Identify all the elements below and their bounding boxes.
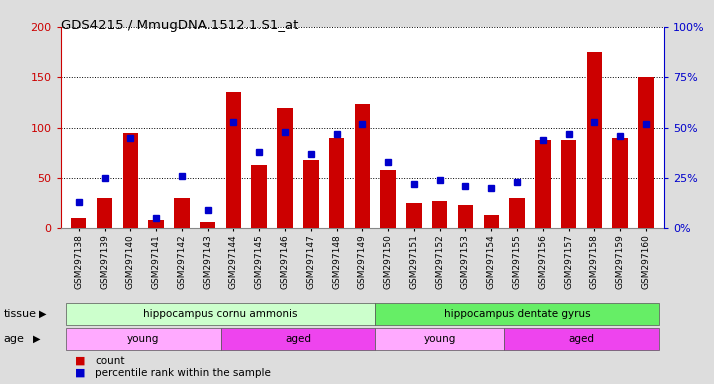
Bar <box>381 170 396 228</box>
Bar <box>483 215 499 228</box>
Bar <box>355 104 370 228</box>
Bar <box>509 198 525 228</box>
Bar <box>638 77 654 228</box>
Text: count: count <box>95 356 124 366</box>
Bar <box>587 52 602 228</box>
Bar <box>200 222 216 228</box>
Bar <box>226 93 241 228</box>
Text: hippocampus cornu ammonis: hippocampus cornu ammonis <box>144 309 298 319</box>
Text: ■: ■ <box>75 356 86 366</box>
Bar <box>277 108 293 228</box>
Text: tissue: tissue <box>4 309 36 319</box>
Text: ▶: ▶ <box>33 334 41 344</box>
Text: young: young <box>423 334 456 344</box>
Bar <box>535 140 550 228</box>
Bar <box>303 160 318 228</box>
Bar <box>376 328 504 350</box>
Bar <box>97 198 112 228</box>
Text: ■: ■ <box>75 367 86 377</box>
Bar <box>174 198 190 228</box>
Text: aged: aged <box>285 334 311 344</box>
Bar <box>71 218 86 228</box>
Bar <box>66 303 376 325</box>
Text: young: young <box>127 334 159 344</box>
Bar <box>221 328 376 350</box>
Bar <box>432 201 448 228</box>
Bar <box>504 328 659 350</box>
Bar <box>376 303 659 325</box>
Bar <box>329 138 344 228</box>
Bar <box>406 203 422 228</box>
Text: hippocampus dentate gyrus: hippocampus dentate gyrus <box>443 309 590 319</box>
Bar <box>561 140 576 228</box>
Text: percentile rank within the sample: percentile rank within the sample <box>95 367 271 377</box>
Bar <box>149 220 164 228</box>
Bar <box>123 133 138 228</box>
Bar <box>251 165 267 228</box>
Bar <box>66 328 221 350</box>
Text: aged: aged <box>568 334 595 344</box>
Text: ▶: ▶ <box>39 309 47 319</box>
Bar <box>613 138 628 228</box>
Bar <box>458 205 473 228</box>
Text: GDS4215 / MmugDNA.1512.1.S1_at: GDS4215 / MmugDNA.1512.1.S1_at <box>61 19 298 32</box>
Text: age: age <box>4 334 24 344</box>
